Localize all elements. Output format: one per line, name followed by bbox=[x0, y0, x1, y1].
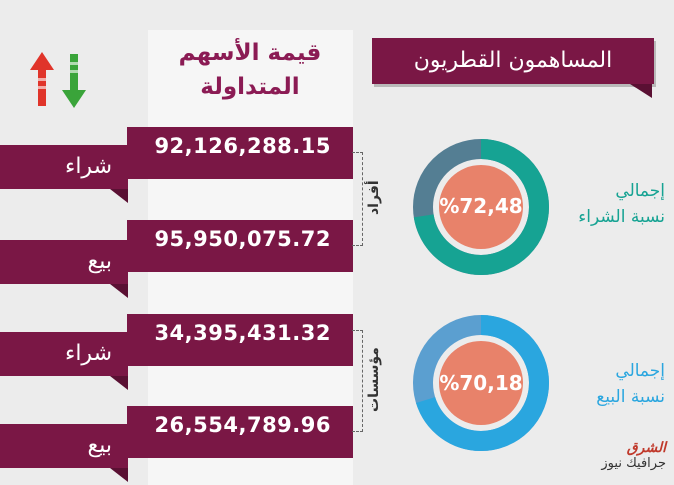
title-fold bbox=[630, 84, 652, 98]
sell-description-line1: إجمالي bbox=[615, 361, 665, 381]
institutions-label: مؤسسات bbox=[366, 347, 382, 413]
row-4-fold bbox=[110, 468, 128, 482]
sell-description: إجمالي نسبة البيع bbox=[555, 358, 665, 410]
buy-description: إجمالي نسبة الشراء bbox=[555, 178, 665, 230]
sell-percent: %70,18 bbox=[439, 371, 523, 395]
buy-donut-center bbox=[439, 165, 523, 249]
row-3-label: شراء bbox=[0, 332, 128, 376]
buy-ratio-donut bbox=[411, 137, 551, 277]
row-3-value: 34,395,431.32 bbox=[127, 314, 353, 366]
column-header-line2: المتداولة bbox=[200, 74, 300, 100]
sell-ratio-donut bbox=[411, 313, 551, 453]
sell-donut-arc bbox=[413, 315, 549, 451]
page-title: المساهمون القطريون bbox=[372, 38, 654, 84]
sell-description-line2: نسبة البيع bbox=[596, 387, 665, 407]
buy-donut-arc bbox=[413, 139, 549, 275]
institutions-bracket bbox=[352, 330, 363, 432]
row-1-value: 92,126,288.15 bbox=[127, 127, 353, 179]
individuals-label: أفراد bbox=[366, 180, 382, 216]
row-1-label: شراء bbox=[0, 145, 128, 189]
brand-logo-line2: جرافيك نيوز bbox=[601, 456, 666, 471]
column-header-line1: قيمة الأسهم bbox=[178, 40, 322, 66]
row-4-label: بيع bbox=[0, 424, 128, 468]
row-2-value: 95,950,075.72 bbox=[127, 220, 353, 272]
row-2-label: بيع bbox=[0, 240, 128, 284]
buy-sell-arrows-icon bbox=[30, 50, 110, 110]
row-4-value: 26,554,789.96 bbox=[127, 406, 353, 458]
down-arrow-icon bbox=[62, 54, 86, 108]
buy-percent: %72,48 bbox=[439, 194, 523, 218]
brand-logo-line1: الشرق bbox=[626, 440, 666, 456]
row-2-fold bbox=[110, 284, 128, 298]
row-3-fold bbox=[110, 376, 128, 390]
row-1-fold bbox=[110, 189, 128, 203]
up-arrow-icon bbox=[30, 52, 54, 106]
sell-donut-center bbox=[439, 341, 523, 425]
individuals-bracket bbox=[352, 152, 363, 246]
brand-logo: الشرق جرافيك نيوز bbox=[566, 440, 666, 480]
column-header: قيمة الأسهم المتداولة bbox=[150, 36, 350, 104]
buy-description-line2: نسبة الشراء bbox=[578, 207, 665, 227]
buy-description-line1: إجمالي bbox=[615, 181, 665, 201]
